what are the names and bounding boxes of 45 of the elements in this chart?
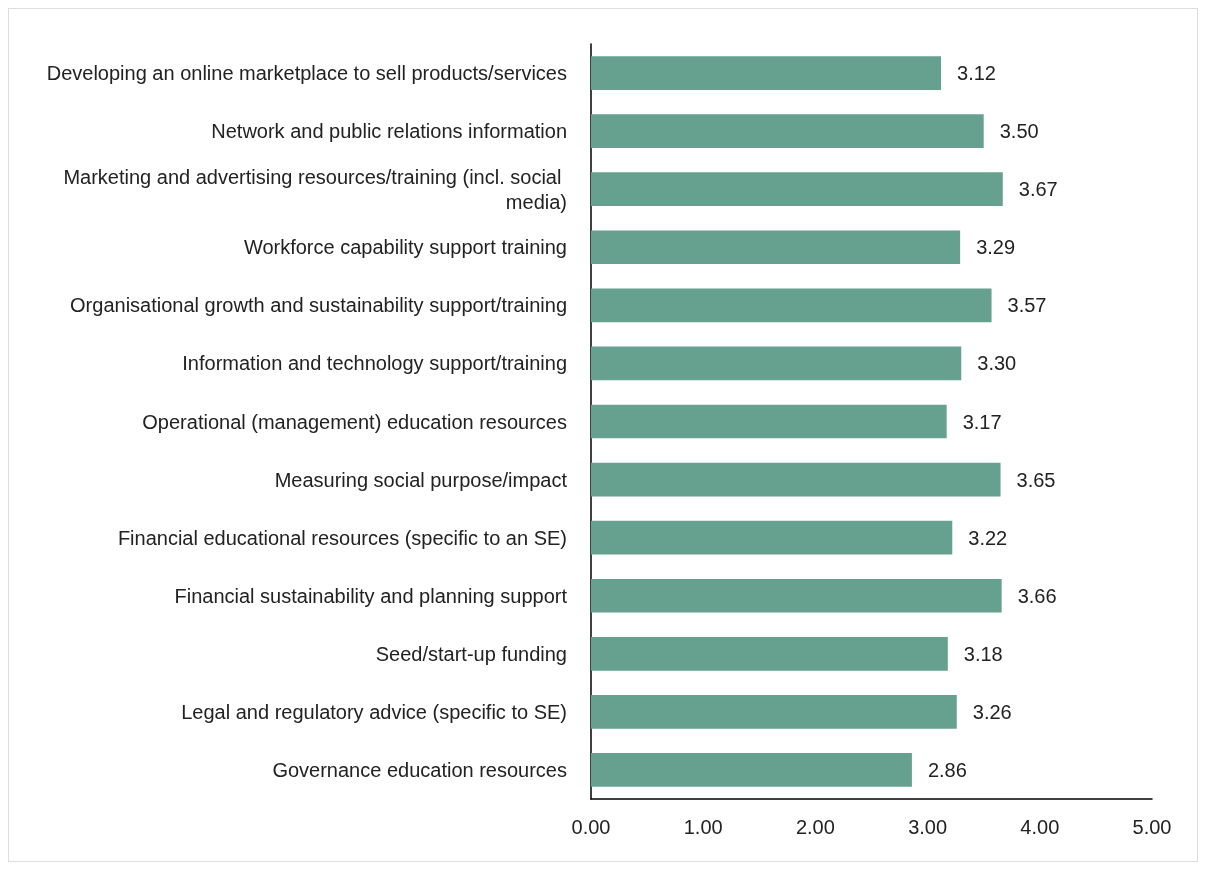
data-label: 2.86 [927,758,967,781]
x-tick-label: 5.00 [1132,816,1172,838]
x-tick-label: 1.00 [683,816,723,838]
data-label: 3.26 [972,700,1012,723]
x-tick-label: 3.00 [908,816,948,838]
bar [591,695,957,729]
data-label: 3.65 [1016,468,1056,491]
data-label: 3.66 [1017,584,1057,607]
data-label: 3.50 [999,120,1039,143]
data-label: 3.17 [962,410,1002,433]
y-tick-label: Governance education resources [272,758,567,781]
bar [591,288,992,323]
x-tick-label: 4.00 [1020,816,1060,838]
y-tick-label: Network and public relations information [211,120,567,143]
x-tick-label: 2.00 [795,816,835,838]
data-label: 3.67 [1018,178,1058,201]
y-tick-label: Seed/start-up funding [375,642,567,665]
data-label: 3.29 [976,236,1016,259]
y-tick-label: Organisational growth and sustainability support/training [70,294,567,317]
bar [591,578,1002,613]
bar [591,636,948,671]
bar [591,753,912,787]
data-label: 3.30 [977,352,1017,375]
bar [591,404,947,439]
y-tick-label: Operational (management) education resources [142,410,567,433]
bar [591,462,1001,497]
bar [591,114,984,148]
data-label: 3.57 [1007,294,1047,317]
y-tick-label: Information and technology support/training [182,352,567,375]
bar [591,346,962,381]
y-tick-label: Measuring social purpose/impact [274,468,568,491]
data-label: 3.12 [957,62,996,85]
data-label: 3.22 [968,526,1008,549]
bar [591,172,1003,207]
y-tick-label: Developing an online marketplace to sell products/services [46,62,567,85]
bar [591,520,953,555]
y-tick-label: Financial educational resources (specific to an SE) [117,526,567,549]
x-tick-label: 0.00 [571,816,611,838]
y-tick-label: Marketing and advertising resources/training (incl. social media) [63,165,567,213]
y-tick-label: Financial sustainability and planning support [174,584,568,607]
bar [591,56,942,90]
data-label: 3.18 [963,642,1003,665]
y-tick-label: Legal and regulatory advice (specific to SE) [181,700,567,723]
bar [591,230,961,265]
y-tick-label: Workforce capability support training [243,236,567,259]
